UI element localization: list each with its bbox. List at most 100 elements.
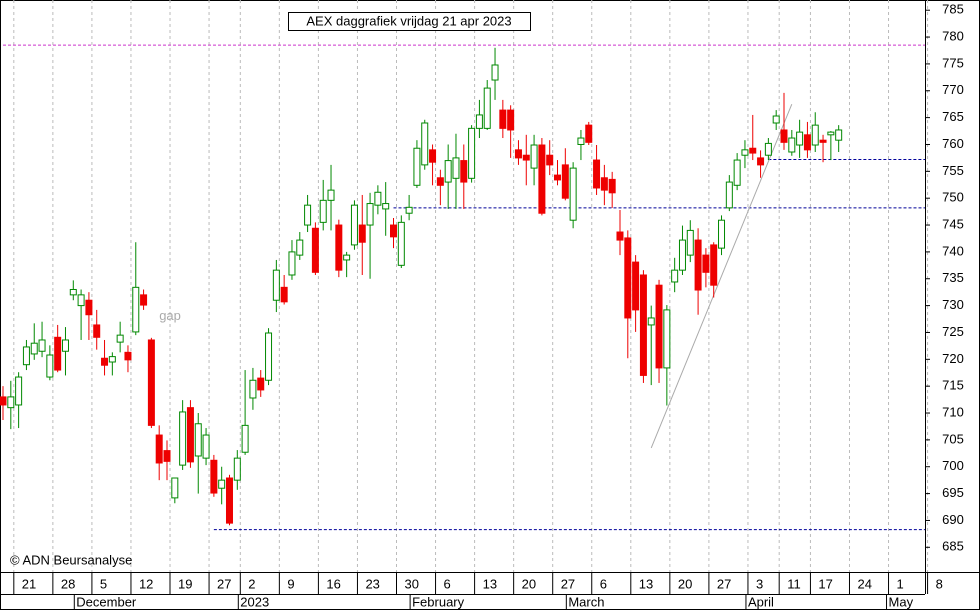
x-tick-label: 28 (61, 576, 75, 591)
x-tick-label: 21 (22, 576, 36, 591)
candle-body (241, 424, 249, 453)
month-label: December (76, 594, 137, 609)
candle-body (335, 224, 343, 271)
candle-body (101, 357, 109, 366)
candle-body (577, 137, 585, 145)
candle-body (569, 167, 577, 221)
candle-body (374, 191, 382, 206)
candle-body (257, 377, 265, 391)
candle-body (600, 177, 608, 191)
candle-body (827, 131, 835, 136)
x-tick-label: 16 (326, 576, 340, 591)
candle-body (163, 450, 171, 462)
candle-body (639, 274, 647, 376)
candle-body (304, 204, 312, 226)
candle-body (93, 324, 101, 338)
y-tick-label: 780 (942, 28, 964, 43)
month-label: May (889, 594, 914, 609)
candle-body (319, 199, 327, 223)
candle-body (803, 134, 811, 151)
candle-body (225, 477, 233, 524)
y-tick-label: 740 (942, 243, 964, 258)
y-tick-label: 755 (942, 163, 964, 178)
annotation: gap (159, 308, 181, 323)
x-tick-label: 13 (639, 576, 653, 591)
candle-body (116, 334, 124, 343)
y-tick-label: 690 (942, 512, 964, 527)
y-tick-label: 785 (942, 2, 964, 17)
x-tick-label: 13 (483, 576, 497, 591)
candle-body (108, 356, 116, 363)
candle-body (155, 434, 163, 464)
candle-body (382, 203, 390, 210)
x-tick-label: 9 (287, 576, 294, 591)
candle-body (288, 251, 296, 276)
y-tick-label: 735 (942, 270, 964, 285)
candle-body (54, 336, 62, 371)
candle-body (671, 269, 679, 283)
x-tick-label: 24 (857, 576, 871, 591)
x-tick-label: 27 (217, 576, 231, 591)
candle-body (788, 137, 796, 153)
y-tick-label: 695 (942, 485, 964, 500)
x-tick-label: 3 (756, 576, 763, 591)
candle-body (530, 144, 538, 169)
candle-body (7, 396, 15, 409)
candle-body (741, 149, 749, 156)
y-tick-label: 715 (942, 378, 964, 393)
y-tick-label: 685 (942, 539, 964, 554)
candle-body (265, 332, 273, 381)
x-tick-label: 17 (818, 576, 832, 591)
candle-body (233, 457, 241, 481)
x-tick-label: 12 (139, 576, 153, 591)
candle-body (358, 224, 366, 243)
candle-body (725, 181, 733, 209)
candle-body (811, 124, 819, 146)
candle-body (350, 204, 358, 246)
y-tick-label: 775 (942, 55, 964, 70)
candle-body (46, 354, 54, 378)
candle-body (819, 139, 827, 143)
candle-body (194, 423, 202, 457)
candle-body (296, 239, 304, 256)
candle-body (835, 129, 843, 141)
candle-body (30, 342, 38, 355)
candle-body (38, 339, 46, 352)
x-tick-label: 2 (248, 576, 255, 591)
y-tick-label: 765 (942, 109, 964, 124)
candle-body (311, 227, 319, 273)
candle-body (686, 229, 694, 256)
candle-body (538, 144, 546, 214)
candle-body (593, 159, 601, 189)
credit: © ADN Beursanalyse (10, 552, 132, 567)
candle-body (249, 379, 257, 399)
x-tick-label: 20 (522, 576, 536, 591)
candle-body (702, 254, 710, 273)
candle-body (436, 177, 444, 186)
candle-body (780, 129, 788, 143)
y-tick-label: 720 (942, 351, 964, 366)
candle-body (77, 294, 85, 307)
month-label: 2023 (240, 594, 269, 609)
candle-body (280, 286, 288, 303)
y-tick-label: 725 (942, 324, 964, 339)
y-tick-label: 710 (942, 404, 964, 419)
marks (0, 44, 925, 531)
x-tick-label: 20 (678, 576, 692, 591)
y-tick-label: 745 (942, 216, 964, 231)
candle-body (186, 407, 194, 463)
candle-body (616, 231, 624, 241)
candle-body (749, 147, 757, 154)
candle-body (272, 269, 280, 301)
y-tick-label: 750 (942, 190, 964, 205)
candle-body (561, 164, 569, 199)
candle-body (772, 115, 780, 124)
candle-body (733, 159, 741, 186)
candle-body (218, 479, 226, 489)
candle-body (718, 219, 726, 249)
candle-body (678, 239, 686, 271)
candle-body (147, 339, 155, 426)
x-tick-label: 11 (787, 576, 801, 591)
candle-body (124, 351, 132, 361)
candle-body (85, 299, 93, 316)
